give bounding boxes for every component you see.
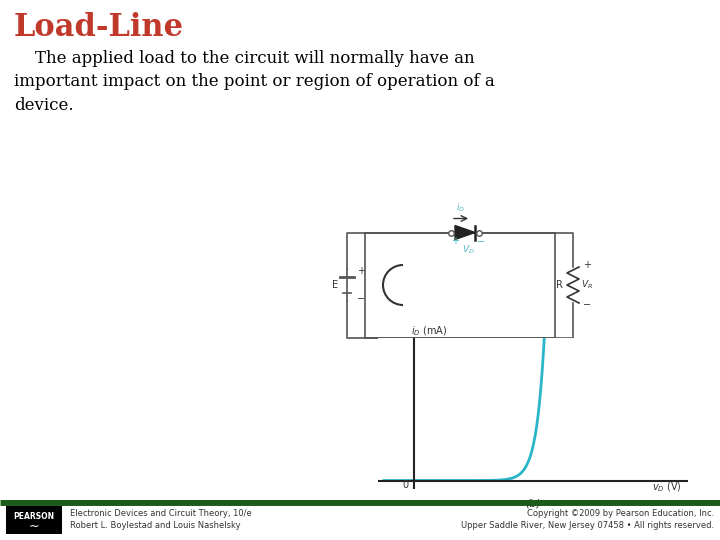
Polygon shape xyxy=(455,226,475,240)
Text: The applied load to the circuit will normally have an
important impact on the po: The applied load to the circuit will nor… xyxy=(14,50,495,114)
Text: $i_D$ (mA): $i_D$ (mA) xyxy=(411,324,448,338)
Bar xyxy=(365,233,555,338)
Text: ∼: ∼ xyxy=(29,521,40,534)
Text: Copyright ©2009 by Pearson Education, Inc.: Copyright ©2009 by Pearson Education, In… xyxy=(527,509,714,518)
Text: +: + xyxy=(451,237,459,246)
Text: $v_D$ (V): $v_D$ (V) xyxy=(652,480,682,494)
Text: $V_D$: $V_D$ xyxy=(462,244,474,256)
Text: Robert L. Boylestad and Louis Nashelsky: Robert L. Boylestad and Louis Nashelsky xyxy=(70,521,240,530)
Text: +: + xyxy=(583,260,591,270)
Text: PEARSON: PEARSON xyxy=(14,512,55,521)
Text: −: − xyxy=(357,294,365,304)
Text: $i_D$: $i_D$ xyxy=(456,201,466,214)
Text: −: − xyxy=(583,300,591,310)
Text: (b): (b) xyxy=(525,499,541,509)
Text: +: + xyxy=(357,266,365,276)
Bar xyxy=(6,505,62,534)
Text: Load-Line: Load-Line xyxy=(14,12,184,43)
Text: −: − xyxy=(477,237,485,246)
Text: Upper Saddle River, New Jersey 07458 • All rights reserved.: Upper Saddle River, New Jersey 07458 • A… xyxy=(461,521,714,530)
Text: E: E xyxy=(332,280,338,290)
Text: (a): (a) xyxy=(457,348,473,357)
Text: Electronic Devices and Circuit Theory, 10/e: Electronic Devices and Circuit Theory, 1… xyxy=(70,509,252,518)
Text: $V_R$: $V_R$ xyxy=(581,279,593,291)
Text: 0: 0 xyxy=(402,480,408,490)
Text: R: R xyxy=(556,280,562,290)
